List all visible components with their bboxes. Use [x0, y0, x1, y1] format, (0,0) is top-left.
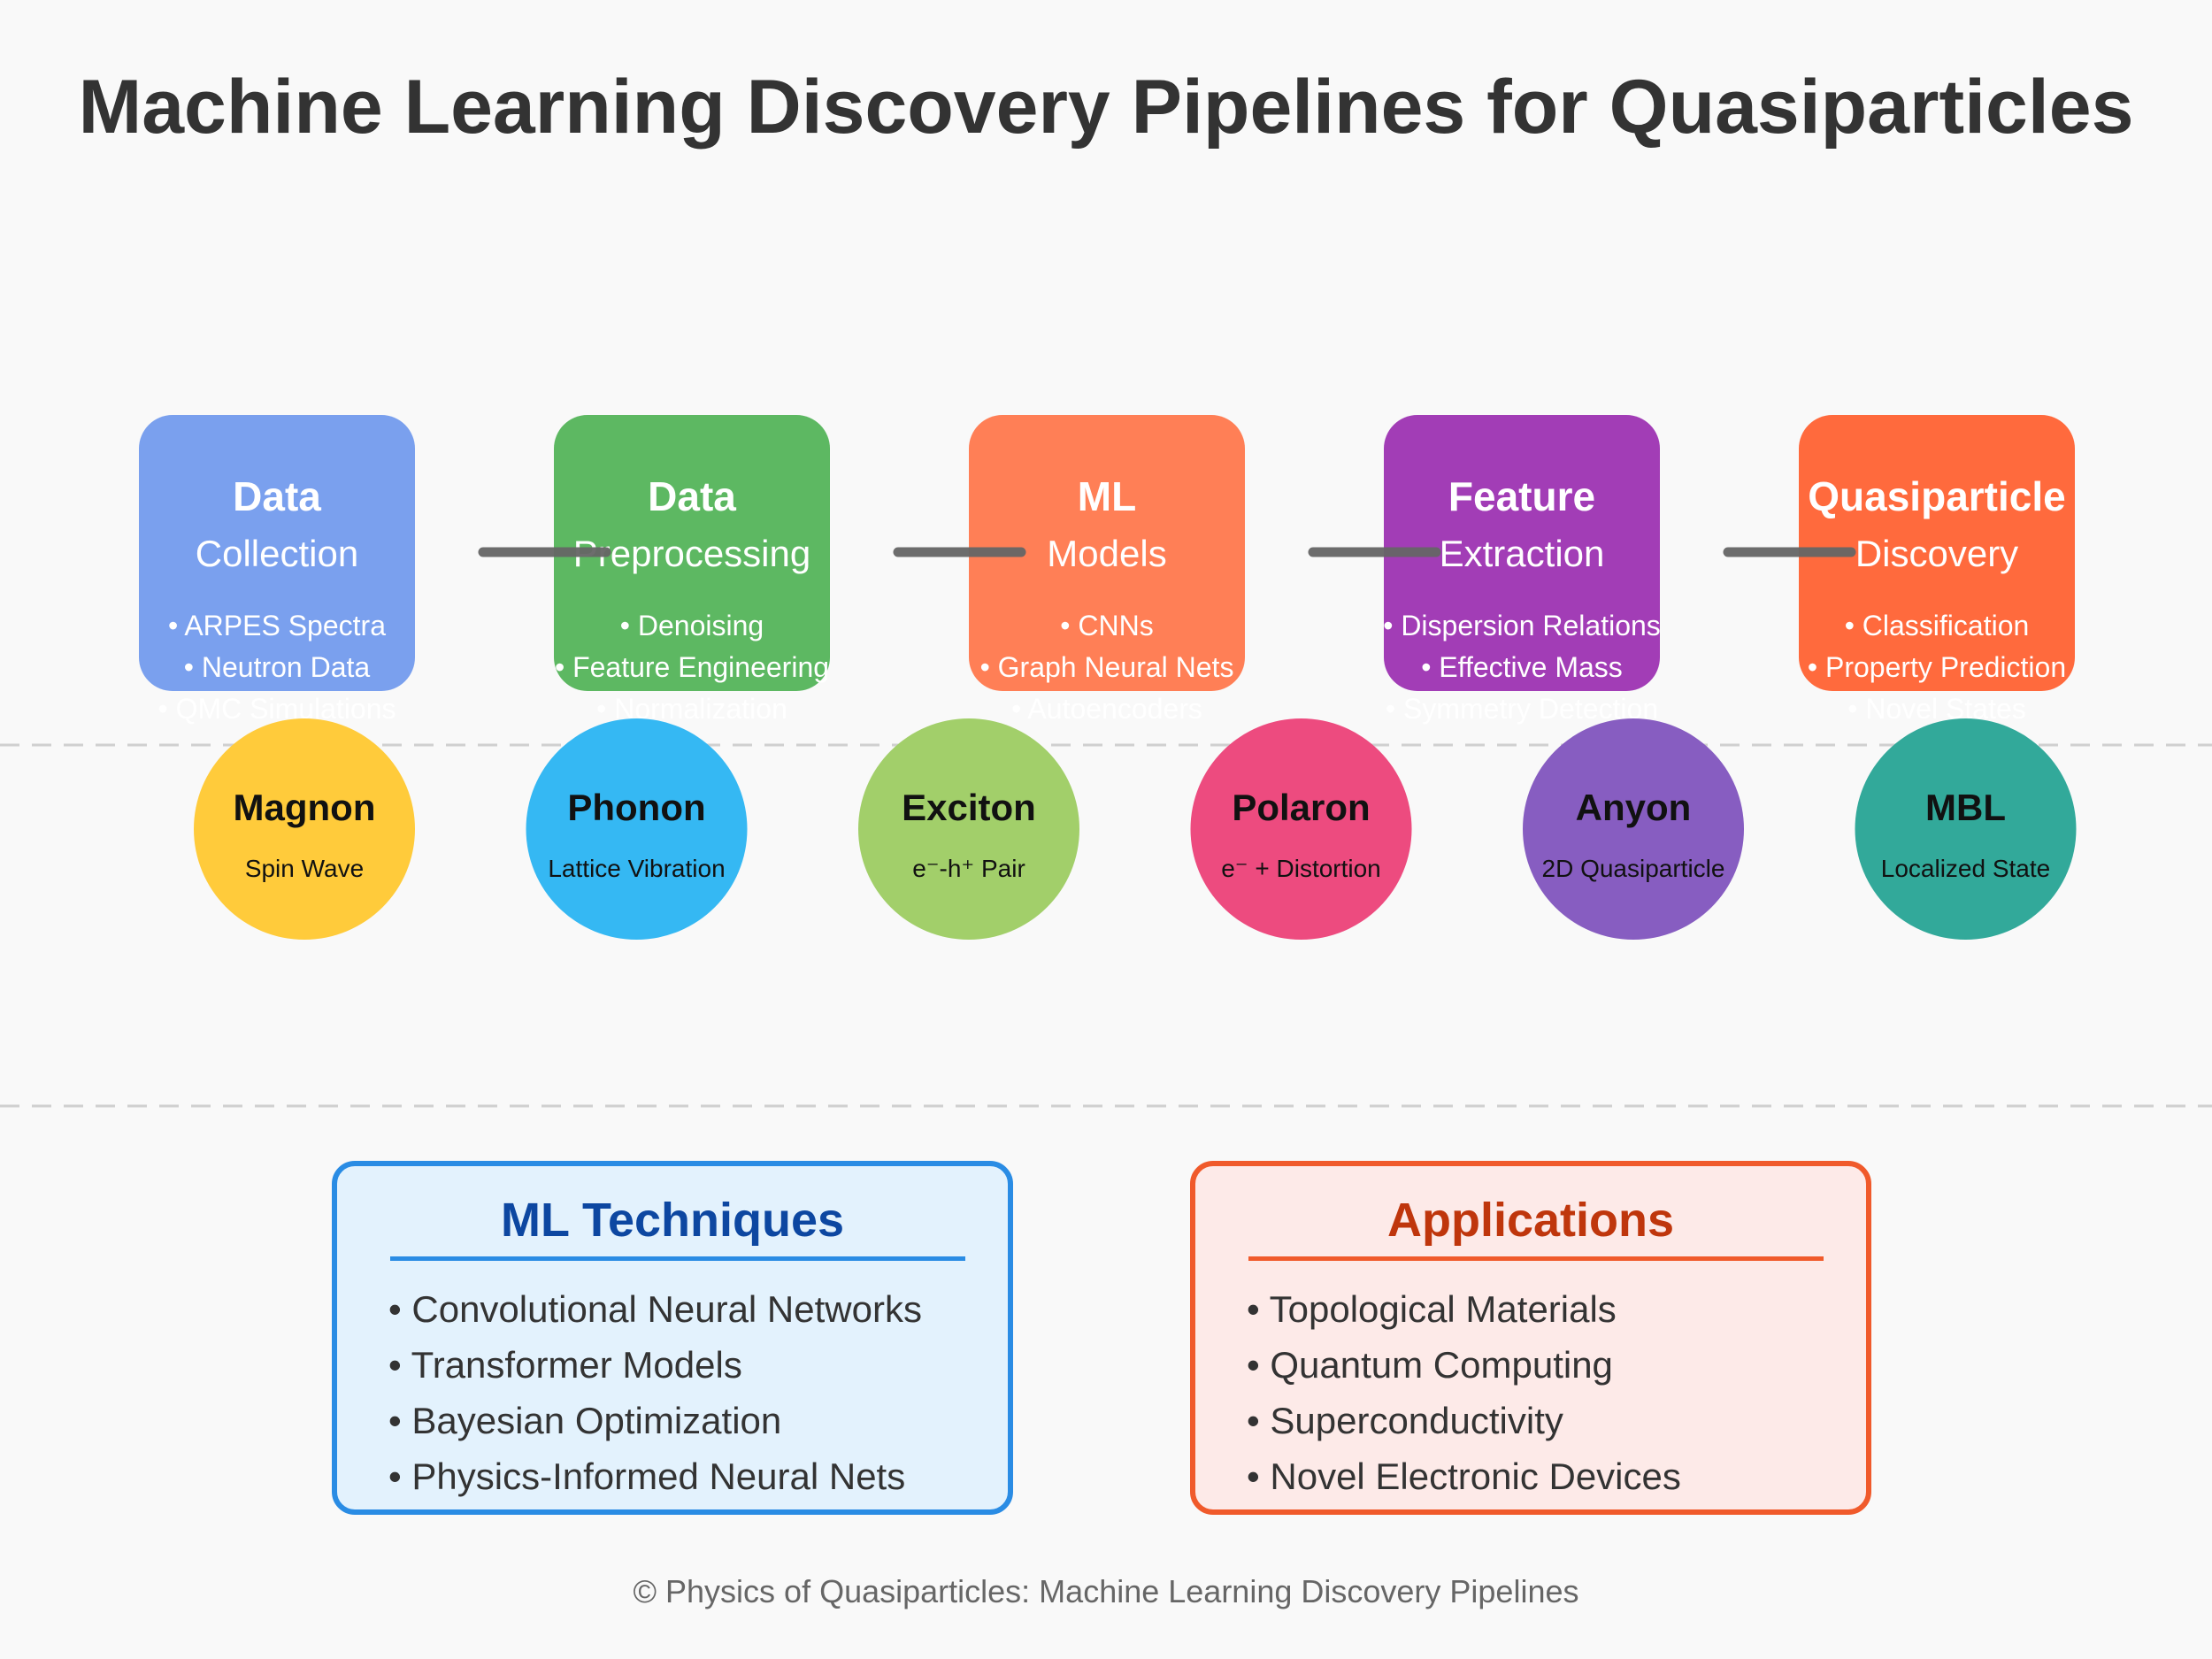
list-item: • Quantum Computing — [1247, 1344, 1613, 1386]
pipeline-step: Quasiparticle Discovery • Classification • … — [1799, 415, 2075, 725]
applications-rule — [1248, 1256, 1824, 1261]
quasiparticle-node: MBL Localized State — [1855, 718, 2077, 940]
step-subheading: Discovery — [1855, 533, 2018, 574]
list-item: • Topological Materials — [1247, 1288, 1617, 1330]
quasiparticle-description: Localized State — [1881, 855, 2050, 882]
step-box — [969, 415, 1245, 691]
step-heading: Data — [233, 473, 321, 519]
step-box — [139, 415, 415, 691]
step-item: • Feature Engineering — [555, 651, 829, 683]
step-item: • CNNs — [1060, 610, 1153, 641]
quasiparticle-node: Polaron e⁻ + Distortion — [1190, 718, 1412, 940]
step-item: • Neutron Data — [184, 651, 371, 683]
step-heading: Feature — [1448, 473, 1595, 519]
quasiparticle-name: Exciton — [902, 787, 1036, 828]
quasiparticle-node: Magnon Spin Wave — [194, 718, 415, 940]
list-item: • Convolutional Neural Networks — [388, 1288, 922, 1330]
step-box — [554, 415, 830, 691]
step-subheading: Collection — [196, 533, 358, 574]
pipeline-step: Data Preprocessing • Denoising • Feature En… — [554, 415, 830, 725]
list-item: • Bayesian Optimization — [388, 1400, 782, 1441]
pipeline-step: Data Collection • ARPES Spectra • Neutron D… — [139, 415, 415, 725]
quasiparticle-description: e⁻-h⁺ Pair — [912, 855, 1025, 882]
quasiparticle-name: Anyon — [1576, 787, 1692, 828]
quasiparticle-nodes: Magnon Spin Wave Phonon Lattice Vibration Ex… — [194, 718, 2077, 940]
quasiparticle-node: Anyon 2D Quasiparticle — [1523, 718, 1744, 940]
step-item: • Denoising — [620, 610, 764, 641]
quasiparticle-circle — [526, 718, 748, 940]
quasiparticle-name: Phonon — [567, 787, 705, 828]
ml-techniques-list: • Convolutional Neural Networks • Transf… — [388, 1281, 922, 1504]
quasiparticle-node: Phonon Lattice Vibration — [526, 718, 748, 940]
quasiparticle-circle — [858, 718, 1079, 940]
quasiparticle-description: e⁻ + Distortion — [1221, 855, 1381, 882]
quasiparticle-circle — [1855, 718, 2077, 940]
quasiparticle-name: MBL — [1925, 787, 2006, 828]
quasiparticle-name: Polaron — [1232, 787, 1370, 828]
step-box — [1799, 415, 2075, 691]
step-item: • Property Prediction — [1808, 651, 2066, 683]
quasiparticle-circle — [1190, 718, 1412, 940]
ml-techniques-title: ML Techniques — [500, 1194, 845, 1247]
list-item: • Physics-Informed Neural Nets — [388, 1455, 906, 1497]
step-heading: Data — [648, 473, 736, 519]
list-item: • Novel Electronic Devices — [1247, 1455, 1681, 1497]
step-item: • Classification — [1845, 610, 2030, 641]
quasiparticle-circle — [194, 718, 415, 940]
applications-panel: Applications • Topological Materials • Q… — [1190, 1161, 1871, 1515]
quasiparticle-description: Spin Wave — [245, 855, 364, 882]
pipeline-step: ML Models • CNNs • Graph Neural Nets • Autoe… — [969, 415, 1245, 725]
step-subheading: Extraction — [1440, 533, 1605, 574]
quasiparticle-name: Magnon — [234, 787, 376, 828]
step-subheading: Models — [1047, 533, 1166, 574]
step-item: • Graph Neural Nets — [980, 651, 1234, 683]
footer-credit: © Physics of Quasiparticles: Machine Lea… — [633, 1573, 1579, 1609]
page-title: Machine Learning Discovery Pipelines for… — [78, 65, 2134, 150]
step-item: • Dispersion Relations — [1383, 610, 1661, 641]
step-box — [1384, 415, 1660, 691]
list-item: • Transformer Models — [388, 1344, 742, 1386]
step-heading: Quasiparticle — [1808, 473, 2065, 519]
pipeline-steps: Data Collection • ARPES Spectra • Neutron D… — [139, 415, 2075, 725]
quasiparticle-description: 2D Quasiparticle — [1542, 855, 1725, 882]
quasiparticle-node: Exciton e⁻-h⁺ Pair — [858, 718, 1079, 940]
ml-techniques-rule — [390, 1256, 965, 1261]
step-item: • ARPES Spectra — [168, 610, 386, 641]
applications-list: • Topological Materials • Quantum Comput… — [1247, 1281, 1681, 1504]
step-item: • Effective Mass — [1421, 651, 1623, 683]
applications-title: Applications — [1386, 1194, 1675, 1247]
list-item: • Superconductivity — [1247, 1400, 1563, 1441]
pipeline-step: Feature Extraction • Dispersion Relations •… — [1383, 415, 1661, 725]
step-item: • Symmetry Detection — [1386, 693, 1658, 725]
step-item: • Novel States — [1847, 693, 2026, 725]
step-heading: ML — [1078, 473, 1136, 519]
quasiparticle-description: Lattice Vibration — [548, 855, 725, 882]
step-item: • QMC Simulations — [157, 693, 396, 725]
quasiparticle-circle — [1523, 718, 1744, 940]
ml-techniques-panel: ML Techniques • Convolutional Neural Net… — [332, 1161, 1013, 1515]
step-item: • Autoencoders — [1011, 693, 1202, 725]
step-subheading: Preprocessing — [573, 533, 810, 574]
